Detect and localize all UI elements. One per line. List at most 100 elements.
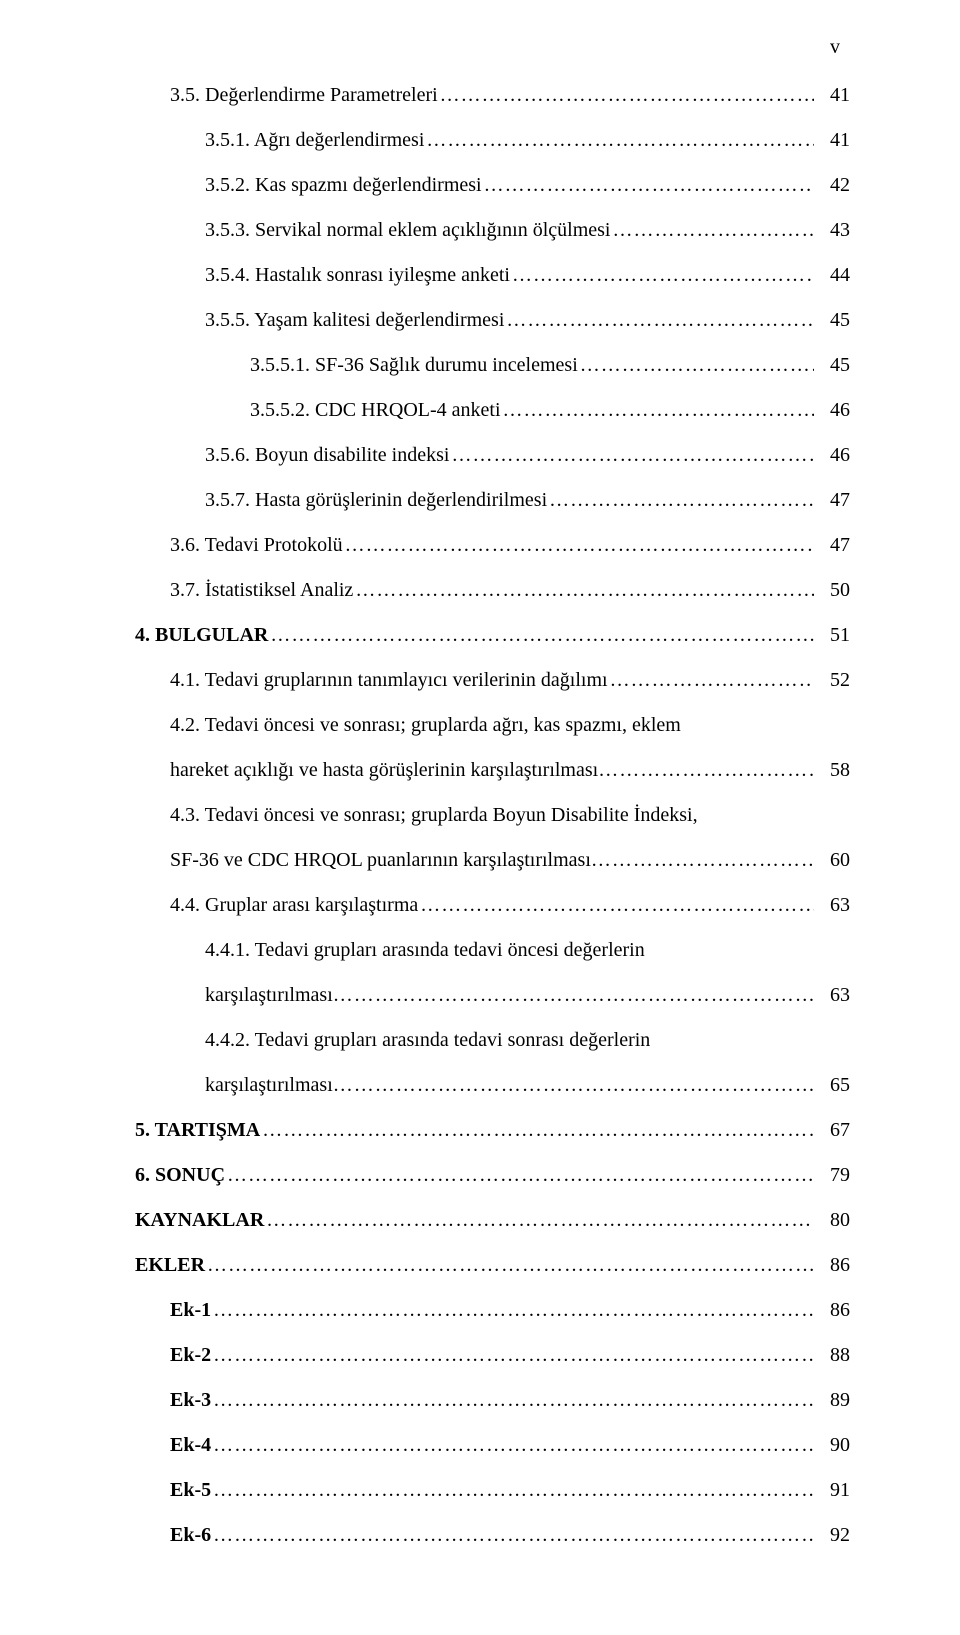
toc-entry: 3.5.6. Boyun disabilite indeksi………………………… bbox=[135, 440, 850, 471]
toc-leader: …………………………………………………………………………………………………………… bbox=[608, 665, 814, 696]
toc-entry: 3.6. Tedavi Protokolü…………………………………………………… bbox=[135, 530, 850, 561]
toc-page-number: 86 bbox=[814, 1295, 850, 1326]
toc-entry-line1: 4.3. Tedavi öncesi ve sonrası; gruplarda… bbox=[135, 800, 850, 831]
toc-leader: …………………………………………………………………………………………………………… bbox=[343, 530, 814, 561]
toc-entry-line2: hareket açıklığı ve hasta görüşlerinin k… bbox=[135, 755, 850, 786]
toc-leader: …………………………………………………………………………………………………………… bbox=[510, 260, 814, 291]
toc-entry: 5. TARTIŞMA……………………………………………………………………………… bbox=[135, 1115, 850, 1146]
toc-entry-label: 4.4. Gruplar arası karşılaştırma bbox=[170, 890, 418, 921]
toc-entry: KAYNAKLAR…………………………………………………………………………………… bbox=[135, 1205, 850, 1236]
toc-entry-label: 3.5.5. Yaşam kalitesi değerlendirmesi bbox=[205, 305, 504, 336]
toc-entry: 3.5.4. Hastalık sonrası iyileşme anketi…… bbox=[135, 260, 850, 291]
toc-page-number: 63 bbox=[814, 980, 850, 1011]
toc-leader: …………………………………………………………………………………………………………… bbox=[268, 620, 814, 651]
toc-entry-label: 3.5.5.1. SF-36 Sağlık durumu incelemesi bbox=[250, 350, 578, 381]
toc-page-number: 45 bbox=[814, 350, 850, 381]
toc-entry: Ek-5………………………………………………………………………………………………… bbox=[135, 1475, 850, 1506]
toc-entry-label: 3.5.6. Boyun disabilite indeksi bbox=[205, 440, 449, 471]
toc-page-number: 86 bbox=[814, 1250, 850, 1281]
toc-leader: …………………………………………………………………………………………………………… bbox=[598, 755, 814, 786]
toc-entry: Ek-3………………………………………………………………………………………………… bbox=[135, 1385, 850, 1416]
toc-leader: …………………………………………………………………………………………………………… bbox=[225, 1160, 814, 1191]
toc-entry-line1: 4.4.1. Tedavi grupları arasında tedavi ö… bbox=[135, 935, 850, 966]
toc-leader: …………………………………………………………………………………………………………… bbox=[504, 305, 814, 336]
toc-entry-label: 3.5. Değerlendirme Parametreleri bbox=[170, 80, 438, 111]
toc-leader: …………………………………………………………………………………………………………… bbox=[353, 575, 814, 606]
toc-page-number: 41 bbox=[814, 80, 850, 111]
toc-page-number: 91 bbox=[814, 1475, 850, 1506]
toc-entry: 4. BULGULAR……………………………………………………………………………… bbox=[135, 620, 850, 651]
toc-leader: …………………………………………………………………………………………………………… bbox=[501, 395, 814, 426]
toc-entry-label: hareket açıklığı ve hasta görüşlerinin k… bbox=[170, 755, 598, 786]
toc-page-number: 92 bbox=[814, 1520, 850, 1551]
toc-leader: …………………………………………………………………………………………………………… bbox=[424, 125, 814, 156]
toc-entry: Ek-6………………………………………………………………………………………………… bbox=[135, 1520, 850, 1551]
toc-entry-label: SF-36 ve CDC HRQOL puanlarının karşılaşt… bbox=[170, 845, 591, 876]
toc-page-number: 60 bbox=[814, 845, 850, 876]
toc-leader: …………………………………………………………………………………………………………… bbox=[211, 1520, 814, 1551]
toc-entry-label: Ek-4 bbox=[170, 1430, 211, 1461]
toc-leader: …………………………………………………………………………………………………………… bbox=[591, 845, 814, 876]
toc-entry: 3.5.3. Servikal normal eklem açıklığının… bbox=[135, 215, 850, 246]
toc-page-number: 88 bbox=[814, 1340, 850, 1371]
toc-page-number: 65 bbox=[814, 1070, 850, 1101]
toc-entry-label: Ek-5 bbox=[170, 1475, 211, 1506]
toc-leader: …………………………………………………………………………………………………………… bbox=[333, 1070, 814, 1101]
page: v 3.5. Değerlendirme Parametreleri………………… bbox=[0, 0, 960, 1635]
toc-entry-label: Ek-3 bbox=[170, 1385, 211, 1416]
toc-page-number: 43 bbox=[814, 215, 850, 246]
toc-entry: Ek-2………………………………………………………………………………………………… bbox=[135, 1340, 850, 1371]
toc-entry-line1: 4.4.2. Tedavi grupları arasında tedavi s… bbox=[135, 1025, 850, 1056]
toc-entry: 3.5.1. Ağrı değerlendirmesi…………………………………… bbox=[135, 125, 850, 156]
toc-page-number: 47 bbox=[814, 530, 850, 561]
toc-leader: …………………………………………………………………………………………………………… bbox=[260, 1115, 814, 1146]
toc-entry: 3.5.5.2. CDC HRQOL-4 anketi…………………………………… bbox=[135, 395, 850, 426]
toc-entry: 3.7. İstatistiksel Analiz………………………………………… bbox=[135, 575, 850, 606]
toc-entry: Ek-4………………………………………………………………………………………………… bbox=[135, 1430, 850, 1461]
toc-entry: 3.5.5.1. SF-36 Sağlık durumu incelemesi…… bbox=[135, 350, 850, 381]
toc-entry-label: 6. SONUÇ bbox=[135, 1160, 225, 1191]
toc-entry-label: Ek-2 bbox=[170, 1340, 211, 1371]
toc-page-number: 58 bbox=[814, 755, 850, 786]
toc-leader: …………………………………………………………………………………………………………… bbox=[418, 890, 814, 921]
toc-entry: 4.4. Gruplar arası karşılaştırma……………………… bbox=[135, 890, 850, 921]
toc-page-number: 89 bbox=[814, 1385, 850, 1416]
toc-page-number: 80 bbox=[814, 1205, 850, 1236]
toc-entry-label: 3.5.2. Kas spazmı değerlendirmesi bbox=[205, 170, 482, 201]
toc-leader: …………………………………………………………………………………………………………… bbox=[333, 980, 814, 1011]
toc-page-number: 44 bbox=[814, 260, 850, 291]
toc-leader: …………………………………………………………………………………………………………… bbox=[482, 170, 814, 201]
toc-leader: …………………………………………………………………………………………………………… bbox=[264, 1205, 814, 1236]
toc-entry-line2: karşılaştırılması……………………………………………………………… bbox=[135, 1070, 850, 1101]
toc-leader: …………………………………………………………………………………………………………… bbox=[449, 440, 814, 471]
toc-entry-label: 3.7. İstatistiksel Analiz bbox=[170, 575, 353, 606]
toc-page-number: 52 bbox=[814, 665, 850, 696]
toc-leader: …………………………………………………………………………………………………………… bbox=[438, 80, 814, 111]
toc-page-number: 79 bbox=[814, 1160, 850, 1191]
toc-entry: 6. SONUÇ……………………………………………………………………………………… bbox=[135, 1160, 850, 1191]
toc-entry-label: 3.6. Tedavi Protokolü bbox=[170, 530, 343, 561]
toc-page-number: 46 bbox=[814, 440, 850, 471]
toc-leader: …………………………………………………………………………………………………………… bbox=[211, 1295, 814, 1326]
toc-page-number: 46 bbox=[814, 395, 850, 426]
toc-entry-label: 3.5.4. Hastalık sonrası iyileşme anketi bbox=[205, 260, 510, 291]
toc-leader: …………………………………………………………………………………………………………… bbox=[547, 485, 814, 516]
toc-entry-label: 3.5.7. Hasta görüşlerinin değerlendirilm… bbox=[205, 485, 547, 516]
toc-leader: …………………………………………………………………………………………………………… bbox=[211, 1430, 814, 1461]
page-number-roman: v bbox=[830, 36, 840, 59]
toc-page-number: 51 bbox=[814, 620, 850, 651]
toc-page-number: 42 bbox=[814, 170, 850, 201]
toc-entry: EKLER……………………………………………………………………………………………… bbox=[135, 1250, 850, 1281]
toc-entry-label: EKLER bbox=[135, 1250, 205, 1281]
toc-entry-line1: 4.2. Tedavi öncesi ve sonrası; gruplarda… bbox=[135, 710, 850, 741]
toc-entry-label: karşılaştırılması bbox=[205, 1070, 333, 1101]
toc-entry: 4.1. Tedavi gruplarının tanımlayıcı veri… bbox=[135, 665, 850, 696]
toc-entry-label: 3.5.1. Ağrı değerlendirmesi bbox=[205, 125, 424, 156]
toc-entry-label: KAYNAKLAR bbox=[135, 1205, 264, 1236]
toc-entry-label: 4.1. Tedavi gruplarının tanımlayıcı veri… bbox=[170, 665, 608, 696]
toc-page-number: 45 bbox=[814, 305, 850, 336]
toc-entry: 3.5.2. Kas spazmı değerlendirmesi…………………… bbox=[135, 170, 850, 201]
toc-page-number: 63 bbox=[814, 890, 850, 921]
toc-page-number: 47 bbox=[814, 485, 850, 516]
toc-leader: …………………………………………………………………………………………………………… bbox=[211, 1340, 814, 1371]
